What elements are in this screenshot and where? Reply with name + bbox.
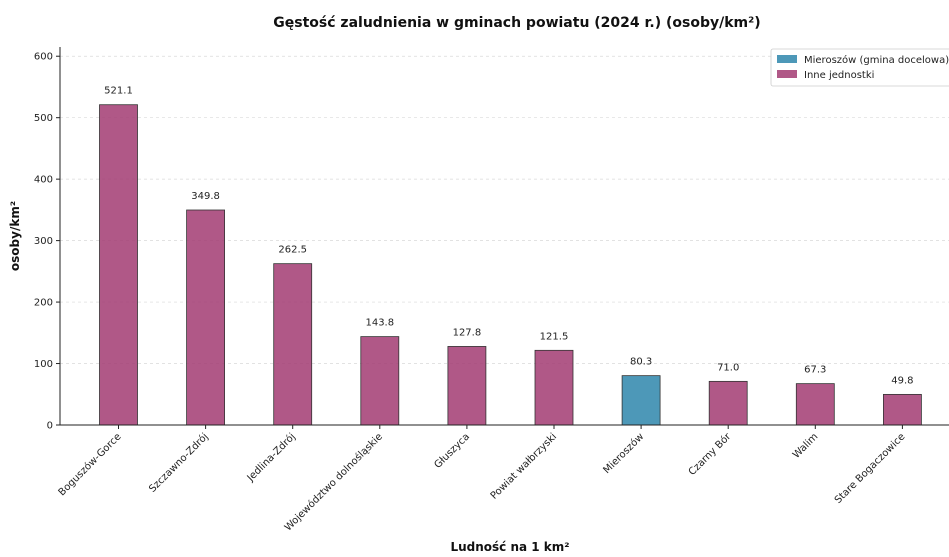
tick-labels: 0 100 200 300 400 500 600 Boguszów-Gorce Szczawn… [34,52,908,534]
bar [447,346,487,426]
y-tick-label: 200 [34,298,53,309]
legend-label-target: Mieroszów (gmina docelowa) [804,54,949,66]
x-tick-label: Czarny Bór [686,430,734,478]
value-label: 262.5 [278,245,307,256]
x-tick-label: Województwo dolnośląskie [282,431,385,534]
bar [795,383,835,426]
y-axis-title: osoby/km² [8,201,22,271]
x-tick-label: Boguszów-Gorce [56,431,124,499]
value-label: 349.8 [191,191,220,202]
y-tick-label: 300 [34,236,53,247]
value-label: 71.0 [717,362,739,373]
value-label: 127.8 [453,327,482,338]
x-tick-label: Głuszyca [432,431,472,471]
value-label: 143.8 [365,318,394,329]
y-tick-label: 0 [47,421,53,432]
axes [59,47,949,426]
y-tick-label: 600 [34,52,53,63]
x-tick-label: Szczawno-Zdrój [146,431,210,495]
bar [186,209,226,426]
bars [99,104,922,426]
value-label: 49.8 [891,375,913,386]
value-label: 121.5 [540,331,569,342]
x-tick-label: Powiat wałbrzyski [489,431,559,501]
bar [99,104,138,426]
legend-box [770,48,949,87]
x-tick-label: Jedlina-Zdrój [244,431,298,485]
bar [621,375,661,426]
legend-label-other: Inne jednostki [804,70,874,81]
x-tick-label: Walim [791,431,820,460]
bar [273,263,313,426]
y-tick-label: 100 [34,359,53,370]
bar [360,336,400,426]
chart-title: Gęstość zaludnienia w gminach powiatu (2… [273,15,760,31]
x-tick-label: Mieroszów [601,431,646,476]
legend: Mieroszów (gmina docelowa) Inne jednostk… [770,48,949,87]
y-tick-label: 500 [34,113,53,124]
y-tick-label: 400 [34,175,53,186]
legend-swatch-other [777,70,797,78]
bar [534,349,574,426]
x-tick-label: Stare Bogaczowice [833,431,908,506]
bar [883,393,922,426]
value-labels: 521.1 349.8 262.5 143.8 127.8 121.5 80.3 71.0 67… [104,86,913,387]
value-label: 80.3 [630,357,652,368]
bar [708,380,748,426]
legend-swatch-target [777,55,797,63]
value-label: 521.1 [104,86,133,97]
value-label: 67.3 [804,365,826,376]
x-axis-title: Ludność na 1 km² [450,540,569,554]
